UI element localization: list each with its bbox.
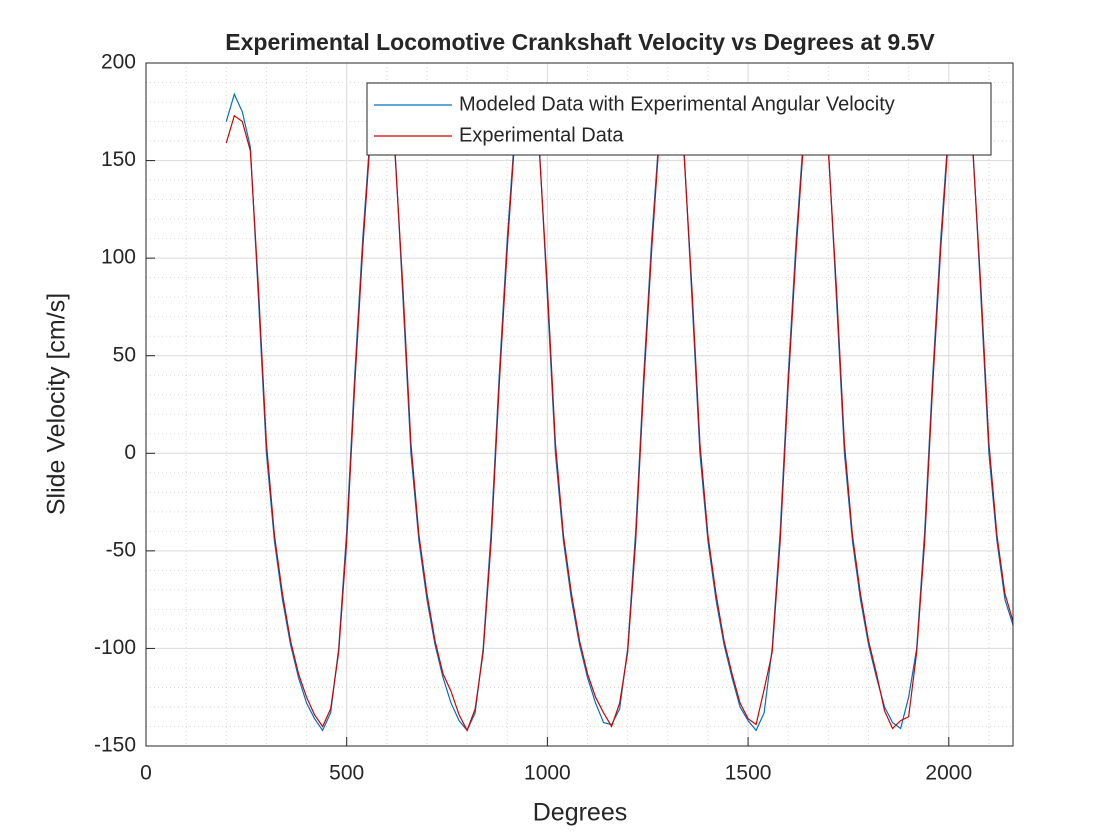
y-tick-label: 0 [124, 441, 136, 464]
data-line [225, 108, 1014, 732]
x-axis-label: Degrees [533, 799, 628, 827]
x-tick-label: 0 [140, 762, 152, 785]
y-tick-label: -100 [94, 636, 136, 659]
legend-label: Experimental Data [459, 124, 624, 146]
y-tick-label: 50 [113, 343, 136, 366]
x-tick-label: 2000 [925, 762, 972, 785]
legend-label: Modeled Data with Experimental Angular V… [459, 93, 895, 115]
x-tick-label: 1500 [725, 762, 772, 785]
legend-box [366, 82, 992, 156]
y-tick-label: 200 [101, 51, 136, 74]
y-tick-label: 100 [101, 246, 136, 269]
x-tick-label: 1000 [524, 762, 571, 785]
plot-area [146, 63, 1013, 746]
axes-box [145, 62, 1014, 747]
y-axis-label: Slide Velocity [cm/s] [43, 293, 71, 515]
chart-title: Experimental Locomotive Crankshaft Veloc… [225, 29, 935, 55]
y-tick-label: -50 [106, 538, 136, 561]
y-tick-label: -150 [94, 734, 136, 757]
y-tick-label: 150 [101, 148, 136, 171]
x-tick-label: 500 [329, 762, 364, 785]
